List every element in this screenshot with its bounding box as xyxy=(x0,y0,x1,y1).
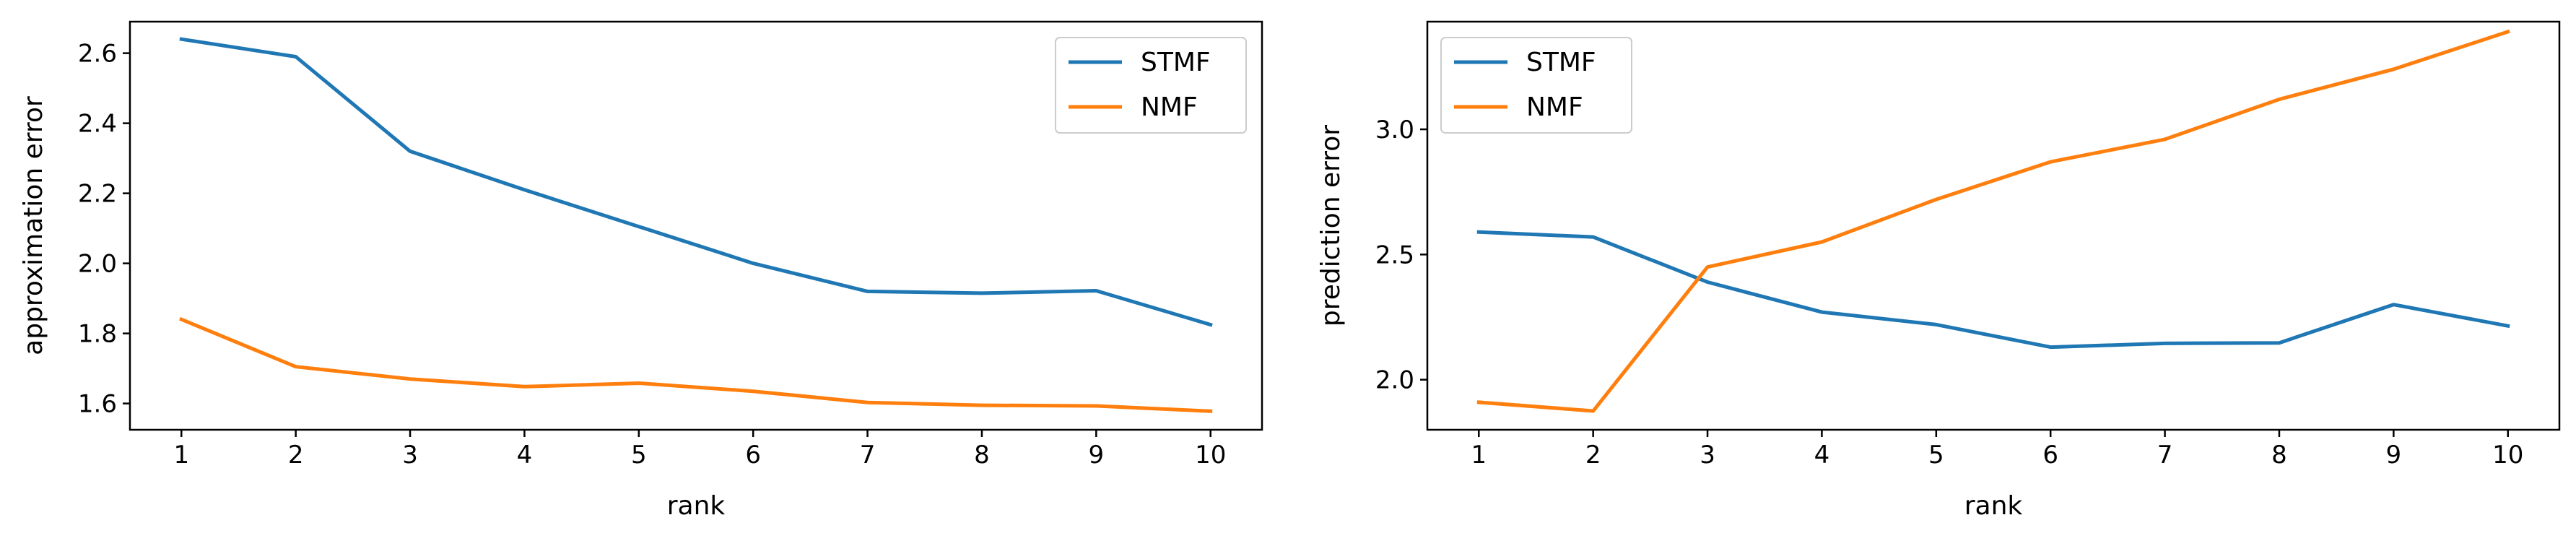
x-tick-label: 1 xyxy=(173,441,189,469)
x-tick-label: 9 xyxy=(1089,441,1105,469)
x-tick-label: 7 xyxy=(860,441,876,469)
x-tick-label: 5 xyxy=(1928,441,1944,469)
x-tick-label: 4 xyxy=(517,441,533,469)
y-tick-label: 2.4 xyxy=(78,110,117,139)
y-tick-label: 3.0 xyxy=(1375,116,1414,144)
x-axis-label: rank xyxy=(1964,491,2023,521)
plot-frame xyxy=(129,20,1263,431)
y-tick-label: 1.6 xyxy=(78,390,117,419)
x-tick-label: 3 xyxy=(1700,441,1715,469)
x-tick-label: 1 xyxy=(1471,441,1487,469)
x-tick-label: 8 xyxy=(2271,441,2287,469)
x-tick-label: 9 xyxy=(2386,441,2402,469)
chart-panel-2: 1 2 3 4 5 6 7 8 9 10 2.0 2.5 3.0 rank prediction error… xyxy=(1316,20,2561,521)
x-tick-label: 2 xyxy=(1585,441,1601,469)
x-tick-label: 6 xyxy=(2042,441,2058,469)
y-tick-label: 2.0 xyxy=(78,250,117,279)
plot-frame xyxy=(1426,20,2561,431)
y-tick-label: 1.8 xyxy=(78,320,117,349)
y-axis-label: prediction error xyxy=(1316,125,1346,326)
series-line-nmf xyxy=(179,316,1213,413)
legend-label-stmf: STMF xyxy=(1526,48,1596,77)
x-tick-label: 2 xyxy=(288,441,304,469)
legend: STMF NMF xyxy=(1440,37,1632,134)
x-tick-label: 4 xyxy=(1814,441,1830,469)
y-tick-label: 2.2 xyxy=(78,180,117,209)
series-line-stmf xyxy=(179,37,1213,327)
x-tick-label: 10 xyxy=(1195,441,1226,469)
legend: STMF NMF xyxy=(1055,37,1247,134)
x-tick-label: 3 xyxy=(402,441,418,469)
legend-label-stmf: STMF xyxy=(1141,48,1211,77)
y-tick-label: 2.0 xyxy=(1375,366,1414,395)
x-tick-label: 5 xyxy=(631,441,647,469)
x-tick-label: 8 xyxy=(974,441,990,469)
series-line-stmf xyxy=(1476,230,2510,350)
chart-panel-1: 1 2 3 4 5 6 7 8 9 10 1.6 1.8 2.0 2.2 2.4 2.6 rank approxi… xyxy=(19,20,1263,521)
y-tick-label: 2.5 xyxy=(1375,241,1414,269)
x-axis-label: rank xyxy=(667,491,726,521)
x-tick-label: 6 xyxy=(745,441,761,469)
x-tick-label: 10 xyxy=(2492,441,2523,469)
legend-label-nmf: NMF xyxy=(1526,92,1583,122)
x-tick-label: 7 xyxy=(2157,441,2173,469)
series-line-nmf xyxy=(1476,29,2510,413)
y-axis-label: approximation error xyxy=(19,96,48,355)
y-tick-label: 2.6 xyxy=(78,40,117,69)
legend-label-nmf: NMF xyxy=(1141,92,1198,122)
